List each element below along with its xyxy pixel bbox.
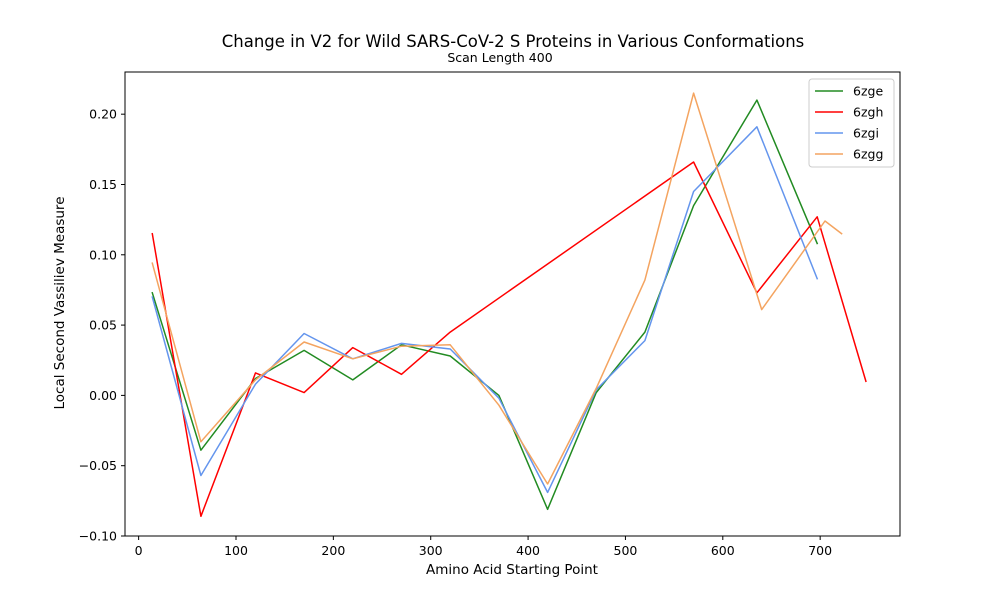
x-tick-label: 600 [711,543,735,558]
series-layer [151,92,867,518]
x-axis: 0 100 200 300 400 500 600 700 [135,536,832,558]
legend-label-6zgi: 6zgi [853,126,879,141]
x-tick-label: 100 [224,543,248,558]
y-axis: −0.10 −0.05 0.00 0.05 0.10 0.15 0.20 [79,107,125,544]
legend: 6zge 6zgh 6zgi 6zgg [808,78,895,168]
y-tick-label: 0.20 [89,107,117,122]
x-tick-label: 0 [135,543,143,558]
legend-label-6zgg: 6zgg [853,147,883,162]
series-line-6zgh [151,161,867,518]
x-tick-label: 700 [808,543,832,558]
chart-title: Change in V2 for Wild SARS-CoV-2 S Prote… [222,32,805,51]
legend-frame [808,78,895,168]
series-line-6zgg [151,92,843,485]
y-tick-label: 0.05 [89,318,117,333]
y-tick-label: 0.10 [89,247,117,262]
plot-background [125,72,900,536]
x-tick-label: 500 [614,543,638,558]
y-axis-label: Local Second Vassiliev Measure [52,197,68,410]
x-tick-label: 200 [321,543,345,558]
x-tick-label: 400 [516,543,540,558]
legend-label-6zgh: 6zgh [853,105,883,120]
x-tick-label: 300 [419,543,443,558]
plot-area [124,71,901,537]
series-line-6zgi [151,126,819,494]
plot-frame [124,71,901,537]
legend-label-6zge: 6zge [853,84,883,99]
x-axis-label: Amino Acid Starting Point [426,562,598,578]
y-tick-label: −0.05 [79,458,117,473]
y-tick-label: −0.10 [79,529,117,544]
y-tick-label: 0.15 [89,177,117,192]
y-tick-label: 0.00 [89,388,117,403]
chart-subtitle: Scan Length 400 [447,50,552,65]
